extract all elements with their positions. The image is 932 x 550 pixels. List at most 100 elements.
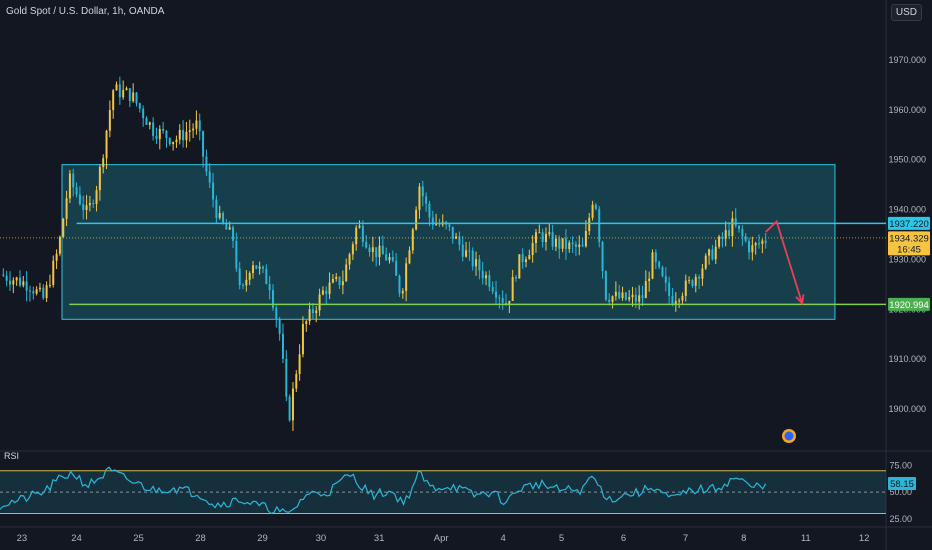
candle-body (638, 295, 641, 302)
candle-body (175, 139, 178, 142)
candle-body (634, 294, 637, 302)
candle-body (694, 276, 697, 286)
time-axis-tick-label: 31 (374, 533, 385, 544)
candle-body (644, 281, 647, 299)
candle-body (158, 128, 161, 140)
candle-body (255, 265, 258, 269)
candle-body (468, 250, 471, 252)
candle-body (295, 374, 298, 389)
rsi-axis-tick-label: 25.00 (889, 514, 912, 524)
candle-body (202, 131, 205, 157)
candle-body (125, 88, 128, 91)
candle-body (698, 276, 701, 279)
candle-body (541, 232, 544, 243)
rsi-title: RSI (4, 451, 20, 461)
candle-body (52, 260, 55, 285)
candle-body (301, 324, 304, 355)
candle-body (714, 246, 717, 260)
candle-body (325, 290, 328, 295)
rsi-line[interactable] (0, 466, 767, 515)
candle-body (68, 173, 71, 199)
currency-button[interactable]: USD (890, 4, 922, 21)
price-axis-tick-label: 1970.000 (888, 55, 926, 65)
candle-body (668, 282, 671, 296)
candle-body (188, 130, 191, 132)
candle-body (55, 253, 58, 261)
candle-body (761, 240, 764, 244)
candle-body (718, 236, 721, 247)
time-axis-tick-label: 29 (257, 533, 268, 544)
candle-body (311, 309, 314, 314)
candle-body (618, 291, 621, 299)
time-axis-tick-label: 12 (859, 533, 870, 544)
time-axis-tick-label: 28 (195, 533, 206, 544)
candle-body (548, 232, 551, 234)
resistance-price-label-bg (888, 216, 930, 230)
bar-countdown-label: 16:45 (897, 244, 921, 255)
candle-body (288, 396, 291, 421)
price-axis-tick-label: 1910.000 (888, 354, 926, 364)
candle-body (701, 268, 704, 279)
candle-body (564, 238, 567, 250)
time-axis-tick-label: 6 (621, 533, 626, 544)
candle-body (128, 88, 131, 102)
candle-body (395, 260, 398, 276)
candle-body (728, 230, 731, 237)
candle-body (451, 226, 454, 239)
candle-body (601, 241, 604, 272)
candle-body (428, 203, 431, 218)
consolidation-range-box[interactable] (61, 164, 836, 320)
candle-body (25, 281, 28, 291)
candle-body (235, 240, 238, 269)
candle-body (378, 245, 381, 258)
candle-body (475, 259, 478, 267)
candle-body (321, 290, 324, 295)
candle-body (172, 141, 175, 144)
candle-body (182, 129, 185, 141)
candle-body (5, 275, 8, 281)
current-price-label: 1934.329 (889, 233, 929, 244)
rsi-axis-tick-label: 75.00 (889, 460, 912, 470)
candle-body (88, 203, 91, 206)
candle-body (45, 285, 48, 299)
candle-body (578, 244, 581, 248)
candle-body (724, 230, 727, 239)
candle-body (495, 291, 498, 298)
candle-body (664, 276, 667, 283)
candle-body (102, 158, 105, 168)
candle-body (554, 238, 557, 247)
candle-body (491, 286, 494, 292)
candle-body (315, 310, 318, 314)
candle-body (138, 103, 141, 109)
support-price-label: 1920.994 (889, 300, 929, 311)
candle-body (242, 285, 245, 287)
candle-body (298, 354, 301, 375)
candle-body (215, 199, 218, 219)
candle-body (12, 280, 15, 285)
candle-body (165, 130, 168, 139)
candle-body (471, 250, 474, 267)
candle-body (65, 198, 68, 219)
candle-body (431, 217, 434, 225)
candle-body (734, 218, 737, 226)
candle-body (624, 292, 627, 300)
candle-body (721, 236, 724, 239)
candle-body (178, 129, 181, 140)
rsi-axis-tick-label: 50.00 (889, 487, 912, 497)
candle-body (232, 227, 235, 241)
projection-arrow-head (795, 294, 805, 306)
candle-body (411, 229, 414, 251)
candle-body (22, 281, 25, 286)
projection-arrow-path[interactable] (765, 219, 803, 304)
price-axis-tick-label: 1950.000 (888, 155, 926, 165)
candle-body (85, 205, 88, 211)
candle-body (415, 209, 418, 230)
candle-body (658, 261, 661, 267)
candle-body (518, 254, 521, 279)
candle-body (228, 227, 231, 230)
candle-body (152, 122, 155, 136)
candle-body (195, 120, 198, 129)
candle-body (105, 130, 108, 159)
candle-body (122, 90, 125, 98)
